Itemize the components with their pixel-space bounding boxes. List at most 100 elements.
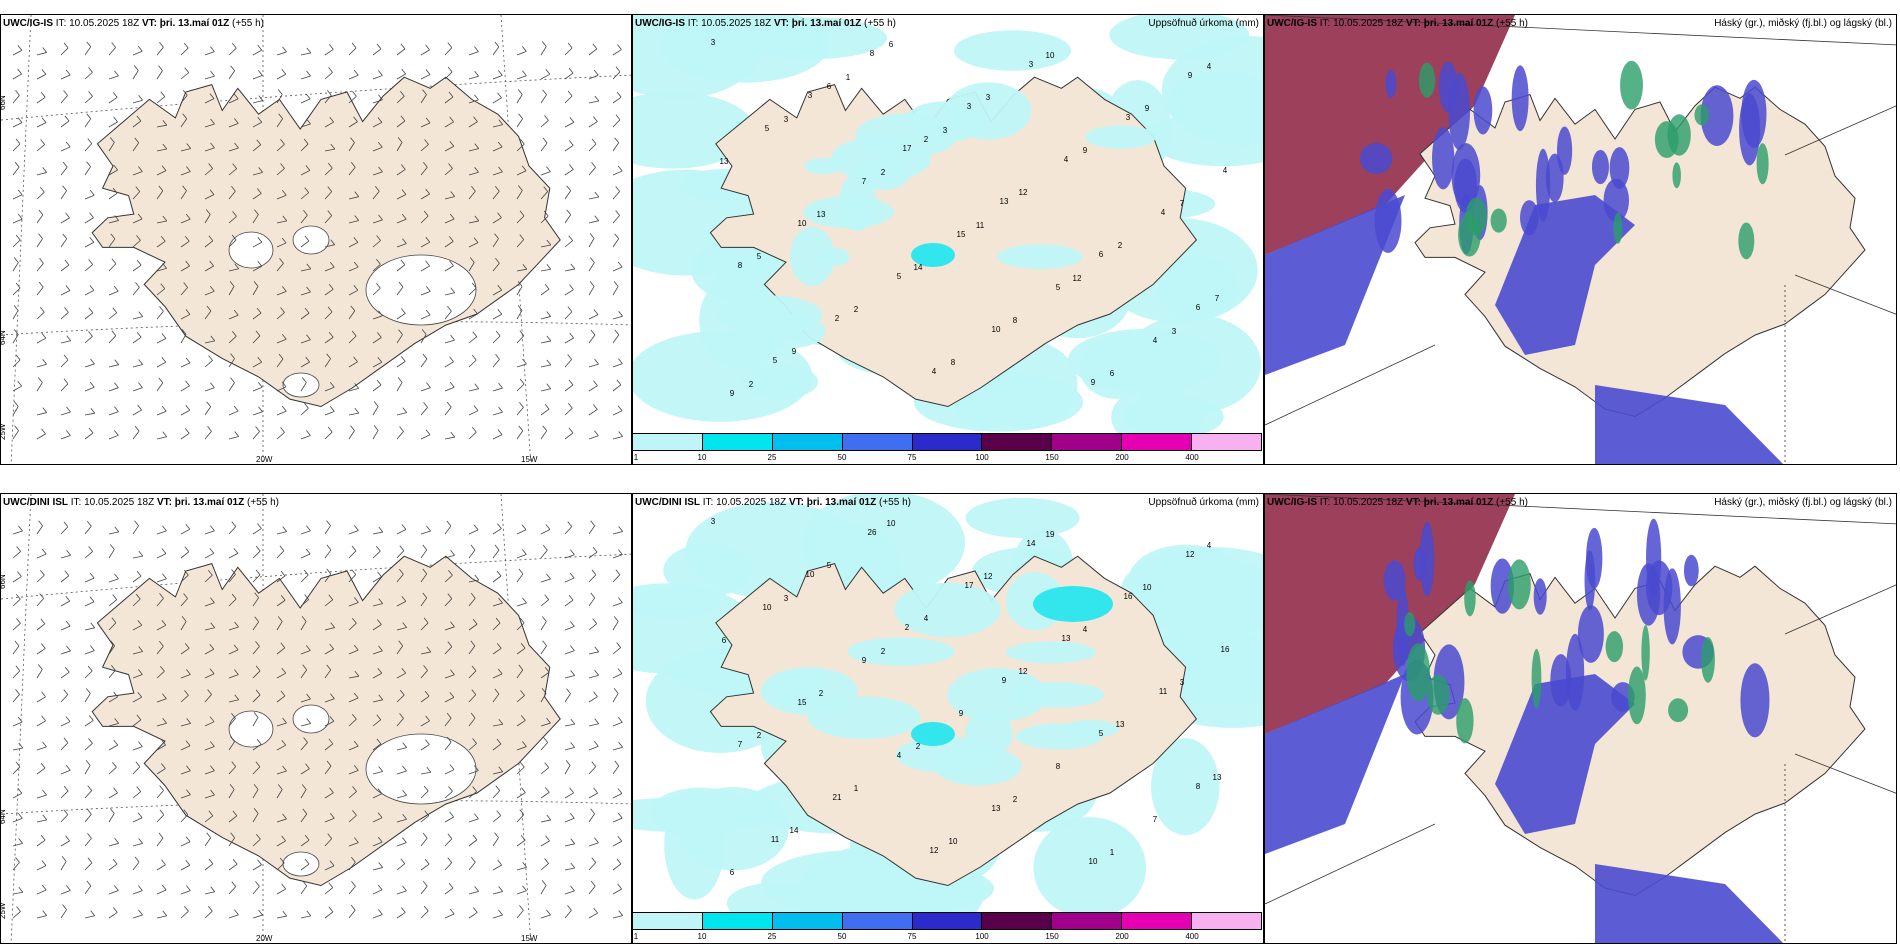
graticule-line [1794, 274, 1896, 315]
lon-25-label: 25W [1, 902, 7, 919]
precip-value: 3 [1172, 327, 1177, 336]
precip-value: 6 [1196, 303, 1201, 312]
lon-20-label: 20W [256, 934, 273, 943]
low-cloud-streak [1672, 162, 1681, 189]
colorbar-tick-label: 25 [767, 932, 777, 941]
low-cloud-streak [1426, 674, 1450, 715]
precip-value: 8 [870, 49, 875, 58]
precip-value: 13 [1000, 197, 1009, 206]
glacier [292, 225, 330, 255]
precip-value: 5 [1056, 283, 1061, 292]
lat-66-label: 66N [1, 95, 7, 110]
precip-value: 14 [1027, 539, 1036, 548]
precip-value: 14 [914, 263, 923, 272]
wind-barbs [12, 520, 624, 919]
low-cloud-streak [1531, 648, 1542, 709]
precip-value: 7 [862, 177, 867, 186]
precip-value: 1 [846, 73, 851, 82]
precip-value: 5 [765, 124, 770, 133]
colorbar-tick-label: 1 [633, 453, 639, 462]
glacier [292, 704, 330, 734]
colorbar-segment [842, 913, 913, 929]
colorbar-tick-label: 100 [975, 932, 989, 941]
mid-cloud-streak [1374, 189, 1402, 253]
mid-cloud-streak [1663, 568, 1681, 645]
precip-map-top: 3317136658344824334105109957155496212279… [633, 15, 1263, 435]
low-cloud-streak [1464, 580, 1476, 617]
colorbar-segment [912, 434, 983, 450]
precip-value: 12 [930, 846, 939, 855]
lat-66-label: 66N [1, 574, 7, 589]
graticule-line [1265, 344, 1436, 426]
mid-cloud-streak [1490, 558, 1514, 614]
mid-cloud-streak [1419, 521, 1435, 597]
precip-value: 4 [924, 614, 929, 623]
mid-cloud-area [1265, 674, 1405, 854]
precip-colorbar-labels-top: 1 10 25 50 75 100 150 200 400 [632, 453, 1262, 465]
precip-value: 11 [976, 221, 985, 230]
precip-panel-top: UWC/IG-IS IT: 10.05.2025 18Z VT: þri. 13… [632, 14, 1264, 465]
colorbar-tick-label: 75 [907, 932, 917, 941]
precip-value: 2 [1118, 241, 1123, 250]
precip-value: 9 [1091, 378, 1096, 387]
precip-value: 13 [992, 804, 1001, 813]
precip-value: 3 [967, 102, 972, 111]
mid-cloud-streak [1385, 69, 1397, 98]
colorbar-tick-label: 200 [1115, 453, 1129, 462]
precip-value: 10 [949, 837, 958, 846]
wind-barbs [12, 41, 623, 440]
precip-values: 3102958112617131172112141616154131012109… [711, 517, 1230, 877]
mid-cloud-area [1595, 385, 1784, 464]
lat-64-label: 64N [1, 330, 7, 345]
colorbar-segment [1122, 434, 1193, 450]
precip-value: 13 [720, 157, 729, 166]
colorbar-tick-label: 25 [767, 453, 777, 462]
colorbar-tick-label: 150 [1045, 453, 1059, 462]
colorbar-segment [702, 434, 773, 450]
precip-value: 3 [1180, 678, 1185, 687]
colorbar-tick-label: 75 [907, 453, 917, 462]
glacier [282, 851, 320, 877]
precip-area [803, 196, 894, 229]
precip-value: 3 [784, 115, 789, 124]
colorbar-tick-label: 200 [1115, 932, 1129, 941]
colorbar-segment [1192, 434, 1262, 450]
mid-cloud-streak [1586, 527, 1603, 589]
low-cloud-streak [1641, 625, 1650, 681]
mid-cloud-area [1265, 195, 1405, 375]
graticule-line [1265, 494, 1896, 525]
low-cloud-streak [1620, 60, 1643, 110]
lon-15-label: 15W [521, 934, 538, 943]
colorbar-tick-label: 1 [633, 932, 639, 941]
precip-value: 7 [1180, 199, 1185, 208]
graticule-line [1265, 823, 1436, 905]
low-cloud-streak [1404, 612, 1416, 637]
colorbar-tick-label: 10 [697, 453, 707, 462]
graticule-line [1794, 753, 1896, 794]
low-cloud-streak [1490, 208, 1507, 233]
mid-cloud-streak [1535, 148, 1551, 222]
precip-area [1015, 723, 1103, 750]
precip-value: 4 [1223, 166, 1228, 175]
precip-value: 1 [854, 784, 859, 793]
precip-area [789, 226, 835, 287]
precip-value: 3 [943, 126, 948, 135]
glacier [365, 733, 477, 805]
precip-area [1085, 125, 1157, 149]
low-cloud-streak [1756, 143, 1769, 185]
precip-area-heavy [1033, 586, 1113, 622]
mid-cloud-streak [1396, 587, 1409, 667]
precip-value: 8 [951, 358, 956, 367]
colorbar-segment [1052, 434, 1123, 450]
mid-cloud-streak [1556, 126, 1573, 175]
precip-value: 7 [1153, 815, 1158, 824]
precip-value: 9 [730, 389, 735, 398]
precip-value: 3 [1126, 113, 1131, 122]
low-cloud-streak [1418, 62, 1436, 98]
precip-value: 9 [1145, 104, 1150, 113]
precip-value: 5 [827, 561, 832, 570]
precip-value: 2 [854, 305, 859, 314]
precip-value: 8 [1196, 782, 1201, 791]
mid-cloud-streak [1591, 149, 1609, 185]
mid-cloud-streak [1451, 143, 1481, 208]
